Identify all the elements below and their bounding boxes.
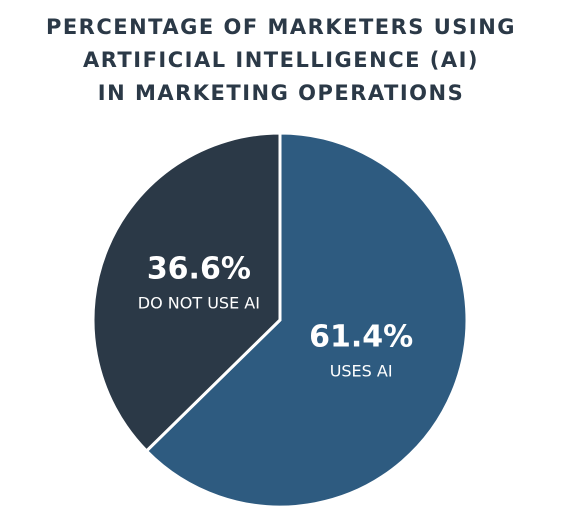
value-label: 61.4% (309, 320, 413, 355)
category-label: USES AI (330, 362, 393, 381)
chart-title: PERCENTAGE OF MARKETERS USING (46, 15, 516, 39)
chart-title: ARTIFICIAL INTELLIGENCE (AI) (83, 48, 479, 72)
value-label: 36.6% (147, 251, 251, 286)
chart-title: IN MARKETING OPERATIONS (98, 81, 464, 105)
pie-slice (144, 131, 469, 509)
category-label: DO NOT USE AI (138, 293, 260, 312)
pie-slice (91, 131, 282, 454)
